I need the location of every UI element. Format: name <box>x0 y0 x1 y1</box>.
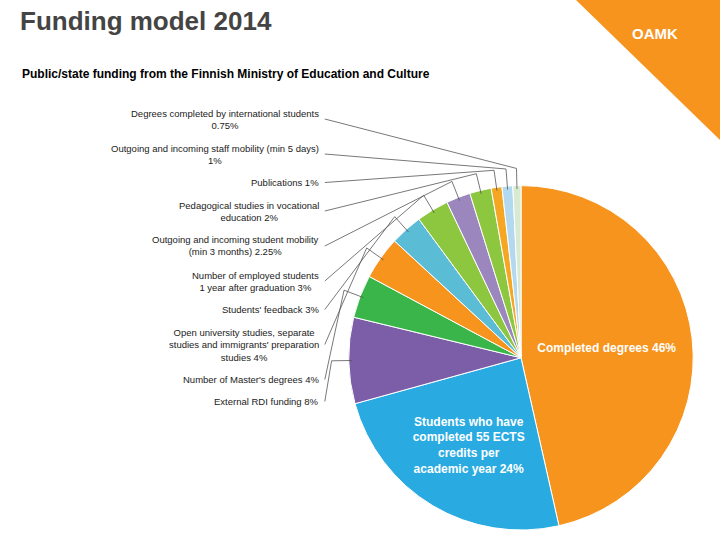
svg-text:Number of employed students1 y: Number of employed students1 year after … <box>192 270 319 293</box>
svg-text:Publications 1%: Publications 1% <box>251 177 319 188</box>
svg-text:Outgoing and incoming staff mo: Outgoing and incoming staff mobility (mi… <box>111 143 319 166</box>
svg-text:Open university studies, separ: Open university studies, separatestudies… <box>169 327 319 363</box>
svg-text:Funding model 2014: Funding model 2014 <box>20 6 272 36</box>
svg-text:Completed degrees 46%: Completed degrees 46% <box>537 341 676 355</box>
svg-text:External RDI funding 8%: External RDI funding 8% <box>214 396 319 407</box>
svg-text:OAMK: OAMK <box>632 25 678 42</box>
svg-text:Outgoing and incoming student: Outgoing and incoming student mobility(m… <box>152 234 319 257</box>
svg-text:Degrees completed by internati: Degrees completed by international stude… <box>131 108 319 131</box>
svg-text:Students who havecompleted 55: Students who havecompleted 55 ECTScredit… <box>413 415 525 476</box>
svg-text:Pedagogical studies in vocatio: Pedagogical studies in vocationaleducati… <box>179 200 319 223</box>
svg-text:Number of Master's degrees 4%: Number of Master's degrees 4% <box>183 374 319 385</box>
svg-text:Public/state funding from the: Public/state funding from the Finnish Mi… <box>22 67 430 81</box>
svg-text:Students' feedback 3%: Students' feedback 3% <box>222 304 319 315</box>
